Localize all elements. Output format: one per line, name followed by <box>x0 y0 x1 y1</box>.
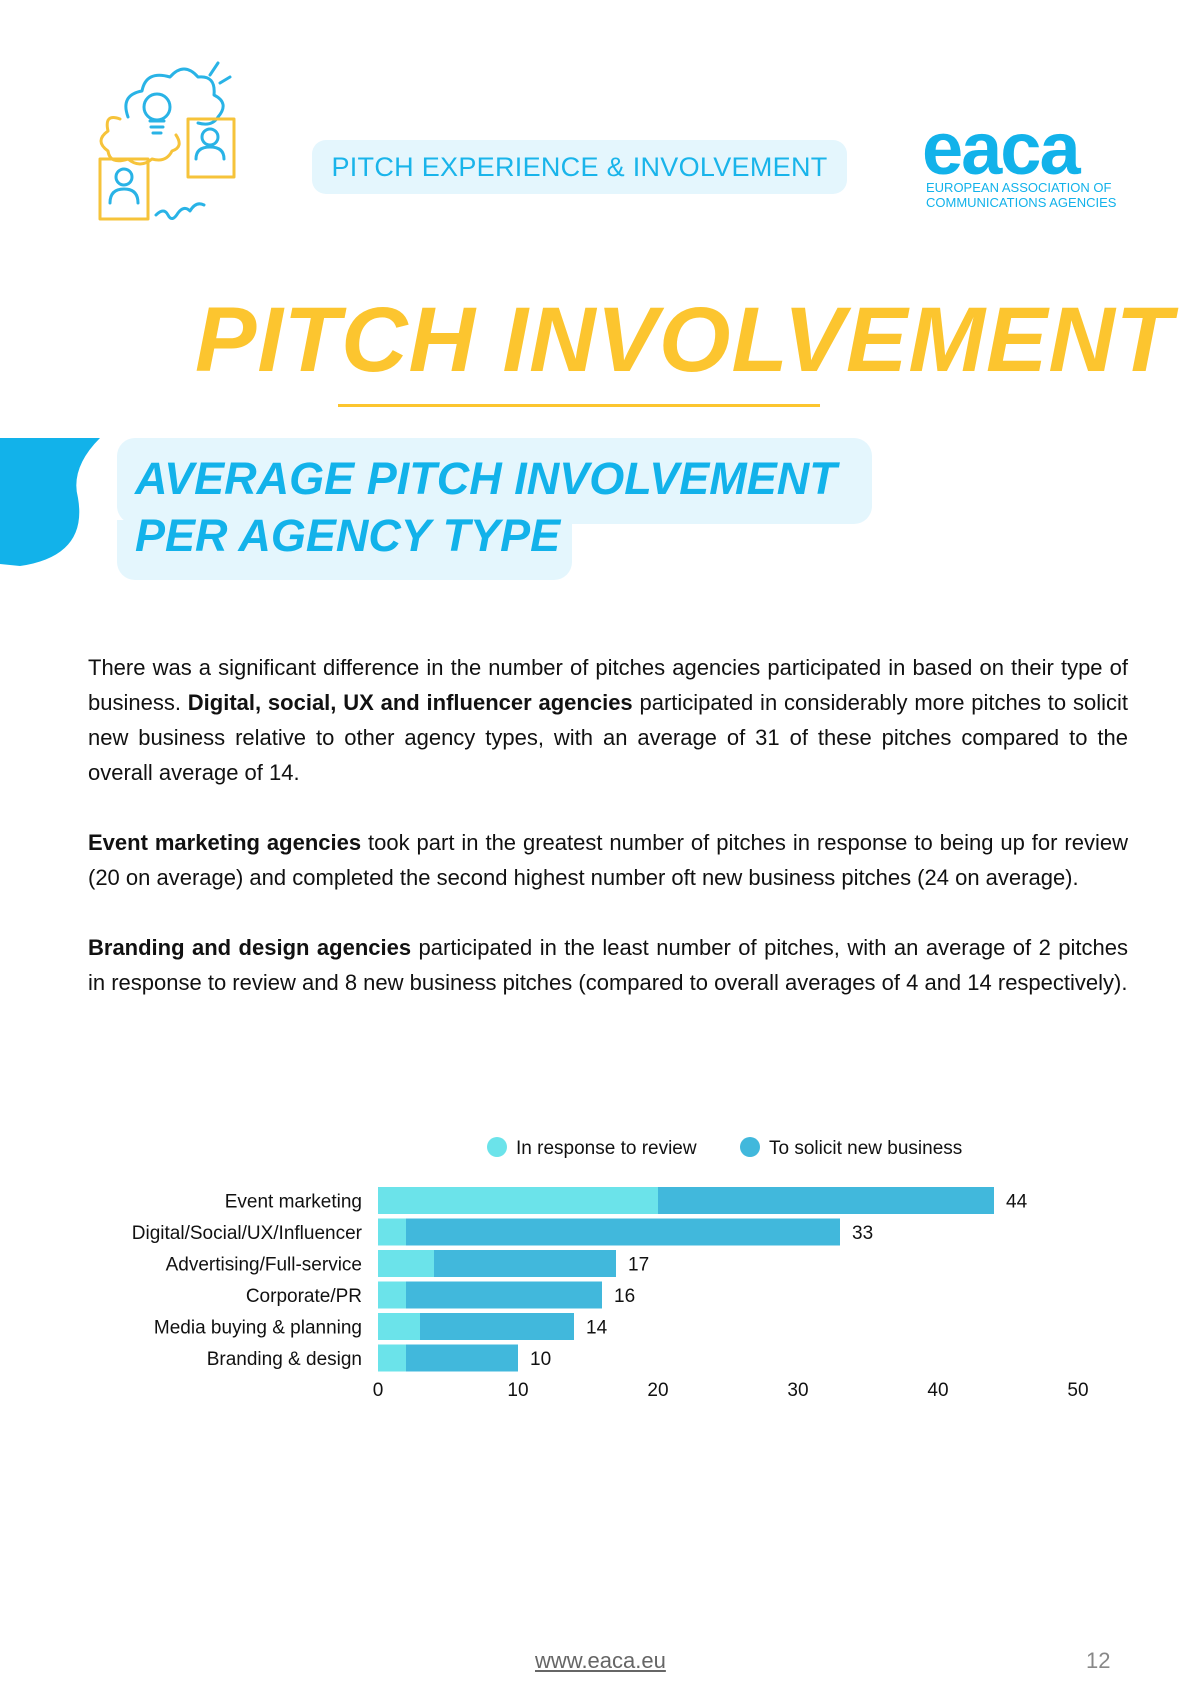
paragraph-3: Branding and design agencies participate… <box>88 935 1128 995</box>
category-label: Advertising/Full-service <box>166 1255 362 1276</box>
logo-tagline: EUROPEAN ASSOCIATION OF COMMUNICATIONS A… <box>926 180 1116 210</box>
category-label: Media buying & planning <box>154 1318 362 1339</box>
x-tick-label: 20 <box>647 1380 668 1401</box>
brainstorm-illustration-icon <box>98 61 236 221</box>
highlight-branding: Branding and design agencies <box>88 935 412 960</box>
quote-mark-icon <box>0 438 100 566</box>
bar-new-business <box>406 1281 602 1309</box>
legend-label-0: In response to review <box>516 1138 697 1159</box>
total-label: 44 <box>1006 1192 1028 1213</box>
logo-tagline-line1: EUROPEAN ASSOCIATION OF <box>926 180 1112 195</box>
bar-review <box>378 1218 406 1246</box>
total-label: 14 <box>586 1318 608 1339</box>
bar-new-business <box>434 1250 616 1277</box>
logo-wordmark: eaca <box>922 107 1081 190</box>
legend-marker-0 <box>487 1137 507 1157</box>
category-label: Digital/Social/UX/Influencer <box>132 1223 363 1244</box>
highlight-digital: Digital, social, UX and influencer agenc… <box>187 690 633 715</box>
subtitle-line2: PER AGENCY TYPE <box>135 510 561 561</box>
eaca-logo: eaca EUROPEAN ASSOCIATION OF COMMUNICATI… <box>922 107 1122 218</box>
category-label: Event marketing <box>225 1192 362 1213</box>
bar-new-business <box>658 1187 994 1214</box>
paragraph-2: Event marketing agencies took part in th… <box>88 830 1128 890</box>
bar-new-business <box>406 1344 518 1372</box>
footer-url-link[interactable]: www.eaca.eu <box>535 1648 666 1673</box>
page-title: PITCH INVOLVEMENT <box>195 289 1173 391</box>
category-label: Branding & design <box>207 1349 362 1370</box>
bar-review <box>378 1313 420 1340</box>
total-label: 16 <box>614 1286 635 1307</box>
x-tick-label: 0 <box>373 1380 384 1401</box>
category-label: Corporate/PR <box>246 1286 362 1307</box>
total-label: 10 <box>530 1349 551 1370</box>
bar-new-business <box>406 1218 840 1246</box>
section-tag: PITCH EXPERIENCE & INVOLVEMENT <box>312 140 847 194</box>
x-tick-label: 40 <box>927 1380 948 1401</box>
section-subtitle: AVERAGE PITCH INVOLVEMENT PER AGENCY TYP… <box>135 450 837 564</box>
title-divider <box>338 404 820 407</box>
bar-review <box>378 1344 406 1372</box>
highlight-event-marketing: Event marketing agencies <box>88 830 362 855</box>
stacked-bar-chart: In response to review To solicit new busi… <box>132 1137 1089 1401</box>
body-text: There was a significant difference in th… <box>88 650 1128 1035</box>
subtitle-line1: AVERAGE PITCH INVOLVEMENT <box>135 453 837 504</box>
legend-marker-1 <box>740 1137 760 1157</box>
x-tick-label: 10 <box>507 1380 528 1401</box>
subtitle-background-lower <box>117 520 572 580</box>
logo-tagline-line2: COMMUNICATIONS AGENCIES <box>926 195 1117 210</box>
bar-new-business <box>420 1313 574 1340</box>
page-number: 12 <box>1086 1648 1111 1673</box>
x-tick-label: 50 <box>1067 1380 1088 1401</box>
x-tick-label: 30 <box>787 1380 808 1401</box>
subtitle-background <box>117 438 872 524</box>
bar-review <box>378 1187 658 1214</box>
bar-review <box>378 1250 434 1277</box>
legend-label-1: To solicit new business <box>769 1138 962 1159</box>
paragraph-1: There was a significant difference in th… <box>88 655 1128 785</box>
total-label: 17 <box>628 1255 649 1276</box>
total-label: 33 <box>852 1223 873 1244</box>
bar-review <box>378 1281 406 1309</box>
